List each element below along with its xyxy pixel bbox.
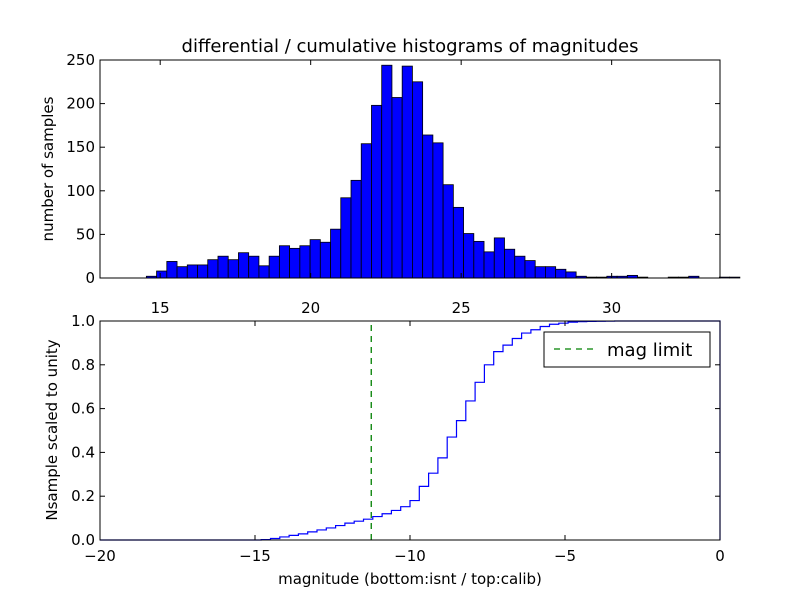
top-y-tick-label: 250 <box>66 51 95 69</box>
top-x-tick-label: 15 <box>151 299 170 317</box>
histogram-bar <box>565 271 577 279</box>
histogram-bar <box>299 245 311 279</box>
top-histogram-chart: differential / cumulative histograms of … <box>39 36 741 317</box>
histogram-bar <box>729 276 741 279</box>
histogram-bar <box>319 241 331 279</box>
bottom-y-axis-label: Nsample scaled to unity <box>43 339 61 520</box>
histogram-bar <box>238 252 250 279</box>
histogram-bar <box>442 184 454 279</box>
bottom-y-tick-label: 0.2 <box>71 487 95 505</box>
histogram-bar <box>412 81 424 279</box>
chart-title: differential / cumulative histograms of … <box>182 36 639 57</box>
histogram-bar <box>524 260 536 279</box>
histogram-bar <box>514 255 526 279</box>
legend-label-mag-limit: mag limit <box>607 340 692 361</box>
legend-box <box>543 331 711 368</box>
histogram-bar <box>452 206 464 279</box>
bottom-x-tick-label: −15 <box>239 547 271 565</box>
histogram-bar <box>381 64 393 279</box>
top-plot-frame <box>99 59 721 279</box>
histogram-bar <box>401 65 413 279</box>
histogram-bar <box>463 233 475 279</box>
histogram-bar <box>422 134 434 279</box>
bottom-x-tick-label: −10 <box>394 547 426 565</box>
histogram-bar <box>350 179 362 279</box>
histogram-bar <box>483 251 495 279</box>
histogram-bar <box>371 104 383 279</box>
histogram-bar <box>360 143 372 279</box>
histogram-bar <box>197 264 209 279</box>
histogram-bar <box>432 142 444 279</box>
histogram-bar <box>268 255 280 279</box>
histogram-bar <box>330 228 342 279</box>
bottom-x-tick-label: 0 <box>715 547 725 565</box>
bottom-y-tick-label: 0.0 <box>71 531 95 549</box>
histogram-bar <box>227 259 239 279</box>
histogram-bar <box>217 255 229 279</box>
histogram-bar <box>156 270 168 279</box>
bottom-lines-group <box>100 320 721 541</box>
histogram-bar <box>166 261 178 279</box>
bottom-y-tick-label: 0.6 <box>71 400 95 418</box>
histogram-bar <box>555 268 567 279</box>
bottom-ticks-group: −20 −15 −10 −5 0 0.0 0.2 0.4 0.6 0.8 1.0 <box>71 312 725 565</box>
histogram-bar <box>473 240 485 279</box>
top-x-tick-label: 25 <box>452 299 471 317</box>
bottom-y-tick-label: 1.0 <box>71 312 95 330</box>
histogram-bar <box>340 197 352 279</box>
top-y-tick-label: 0 <box>85 269 95 287</box>
histogram-bar <box>493 237 505 279</box>
cumulative-step-line <box>100 320 721 541</box>
bottom-x-axis-label: magnitude (bottom:isnt / top:calib) <box>278 570 542 588</box>
histogram-bar <box>534 266 546 279</box>
bottom-cumulative-chart: Nsample scaled to unity magnitude (botto… <box>43 312 725 588</box>
bottom-y-tick-label: 0.8 <box>71 356 95 374</box>
histogram-bar <box>504 248 516 279</box>
histogram-bar <box>248 255 260 279</box>
top-y-tick-label: 100 <box>66 182 95 200</box>
top-x-tick-label: 20 <box>301 299 320 317</box>
top-y-tick-label: 200 <box>66 95 95 113</box>
histogram-bar <box>545 266 557 279</box>
top-bars-group <box>145 64 741 279</box>
top-x-tick-label: 30 <box>602 299 621 317</box>
legend: mag limit <box>543 331 711 368</box>
top-y-axis-label: number of samples <box>39 96 57 241</box>
top-y-tick-label: 150 <box>66 138 95 156</box>
histogram-bar <box>718 276 731 279</box>
bottom-x-tick-label: −20 <box>84 547 116 565</box>
histogram-bar <box>186 264 198 279</box>
histogram-bar <box>391 97 403 279</box>
histogram-bar <box>207 259 219 279</box>
histogram-bar <box>278 245 291 279</box>
bottom-x-tick-label: −5 <box>554 547 576 565</box>
histogram-bar <box>258 265 270 279</box>
top-ticks-group: 15 20 25 30 0 50 100 150 200 250 <box>66 51 720 317</box>
histogram-bar <box>309 239 321 279</box>
histogram-bar <box>176 266 188 279</box>
top-y-tick-label: 50 <box>76 225 95 243</box>
histogram-bar <box>289 247 301 279</box>
bottom-y-tick-label: 0.4 <box>71 443 95 461</box>
